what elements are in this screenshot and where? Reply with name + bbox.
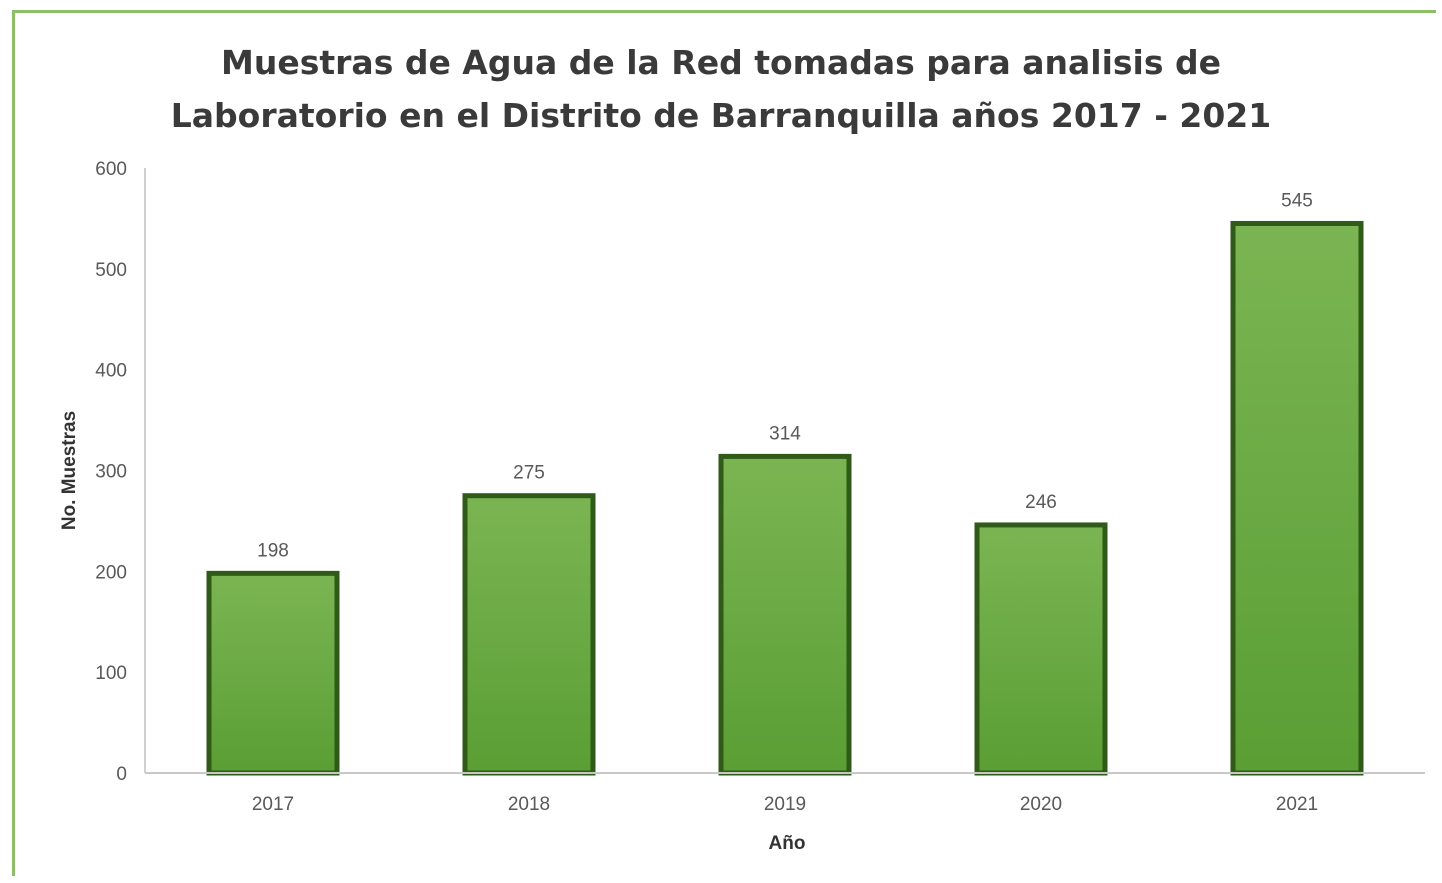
bar-2018	[462, 493, 596, 776]
bar-2021	[1230, 220, 1364, 776]
y-tick-label: 100	[95, 663, 127, 684]
chart-title-line-2: Laboratorio en el Distrito de Barranquil…	[170, 96, 1272, 135]
x-tick-label-2019: 2019	[764, 794, 806, 815]
data-label-2021: 545	[1281, 190, 1313, 211]
bar-2020	[974, 522, 1108, 776]
chart-title-line-1: Muestras de Agua de la Red tomadas para …	[221, 43, 1221, 82]
x-tick-label-2018: 2018	[508, 794, 550, 815]
bars: 198 275 314 246 545	[206, 190, 1364, 776]
bar-2019	[718, 453, 852, 776]
data-label-2019: 314	[769, 423, 801, 444]
x-axis-title: Año	[769, 833, 806, 854]
y-tick-label: 600	[95, 159, 127, 180]
data-label-2017: 198	[257, 540, 289, 561]
y-axis-title: No. Muestras	[59, 411, 80, 530]
x-axis-ticks: 2017 2018 2019 2020 2021	[252, 794, 1318, 815]
y-tick-label: 500	[95, 260, 127, 281]
y-tick-label: 300	[95, 462, 127, 483]
y-tick-label: 0	[116, 764, 127, 785]
y-axis-ticks: 0 100 200 300 400 500 600	[95, 159, 127, 785]
x-tick-label-2020: 2020	[1020, 794, 1062, 815]
chart-frame	[12, 10, 1436, 876]
bar-2017	[206, 570, 340, 776]
data-label-2018: 275	[513, 463, 545, 484]
x-tick-label-2021: 2021	[1276, 794, 1318, 815]
x-tick-label-2017: 2017	[252, 794, 294, 815]
y-tick-label: 400	[95, 361, 127, 382]
data-label-2020: 246	[1025, 492, 1057, 513]
y-tick-label: 200	[95, 562, 127, 583]
chart-title: Muestras de Agua de la Red tomadas para …	[0, 36, 1442, 142]
